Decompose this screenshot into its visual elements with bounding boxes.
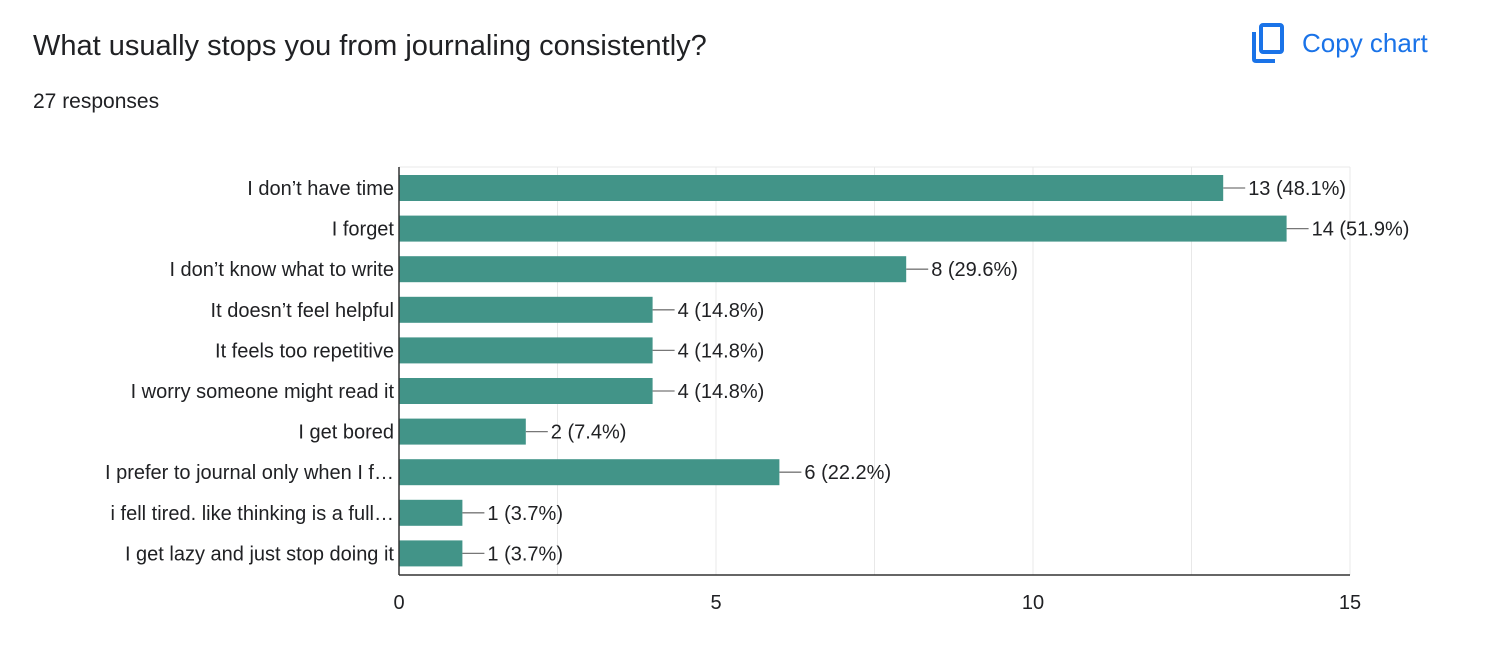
data-label: 2 (7.4%) [551, 422, 627, 444]
bar [399, 337, 653, 364]
bar [399, 296, 653, 323]
response-count: 27 responses [33, 90, 160, 113]
bar [399, 215, 1287, 242]
category-label: i fell tired. like thinking is a full… [111, 503, 394, 525]
category-label: I get lazy and just stop doing it [125, 543, 394, 565]
bar [399, 418, 526, 445]
bar [399, 459, 780, 486]
chart-title: What usually stops you from journaling c… [33, 30, 707, 62]
category-label: I prefer to journal only when I f… [105, 462, 394, 484]
x-tick-label: 15 [1339, 592, 1361, 614]
data-label: 8 (29.6%) [931, 259, 1018, 281]
copy-icon [1248, 21, 1288, 65]
data-label: 6 (22.2%) [804, 462, 891, 484]
data-label: 1 (3.7%) [487, 543, 563, 565]
bar [399, 256, 907, 283]
data-label: 4 (14.8%) [678, 340, 765, 362]
data-label: 4 (14.8%) [678, 381, 765, 403]
bar [399, 499, 463, 526]
category-label: I don’t have time [247, 178, 394, 200]
bar [399, 378, 653, 404]
category-label: I don’t know what to write [169, 259, 394, 281]
category-label: It feels too repetitive [215, 340, 394, 362]
copy-chart-button[interactable]: Copy chart [1248, 20, 1428, 66]
copy-chart-label: Copy chart [1302, 28, 1428, 58]
category-label: I worry someone might read it [131, 381, 395, 403]
bar [399, 540, 463, 567]
data-label: 1 (3.7%) [487, 503, 563, 525]
bar [399, 175, 1224, 201]
x-tick-label: 0 [393, 592, 404, 614]
data-label: 14 (51.9%) [1312, 219, 1410, 241]
category-label: I forget [332, 219, 395, 241]
x-tick-label: 5 [710, 592, 721, 614]
data-label: 4 (14.8%) [678, 300, 765, 322]
x-tick-label: 10 [1022, 592, 1044, 614]
data-label: 13 (48.1%) [1248, 178, 1346, 200]
category-label: I get bored [298, 422, 394, 444]
category-label: It doesn’t feel helpful [211, 300, 394, 322]
